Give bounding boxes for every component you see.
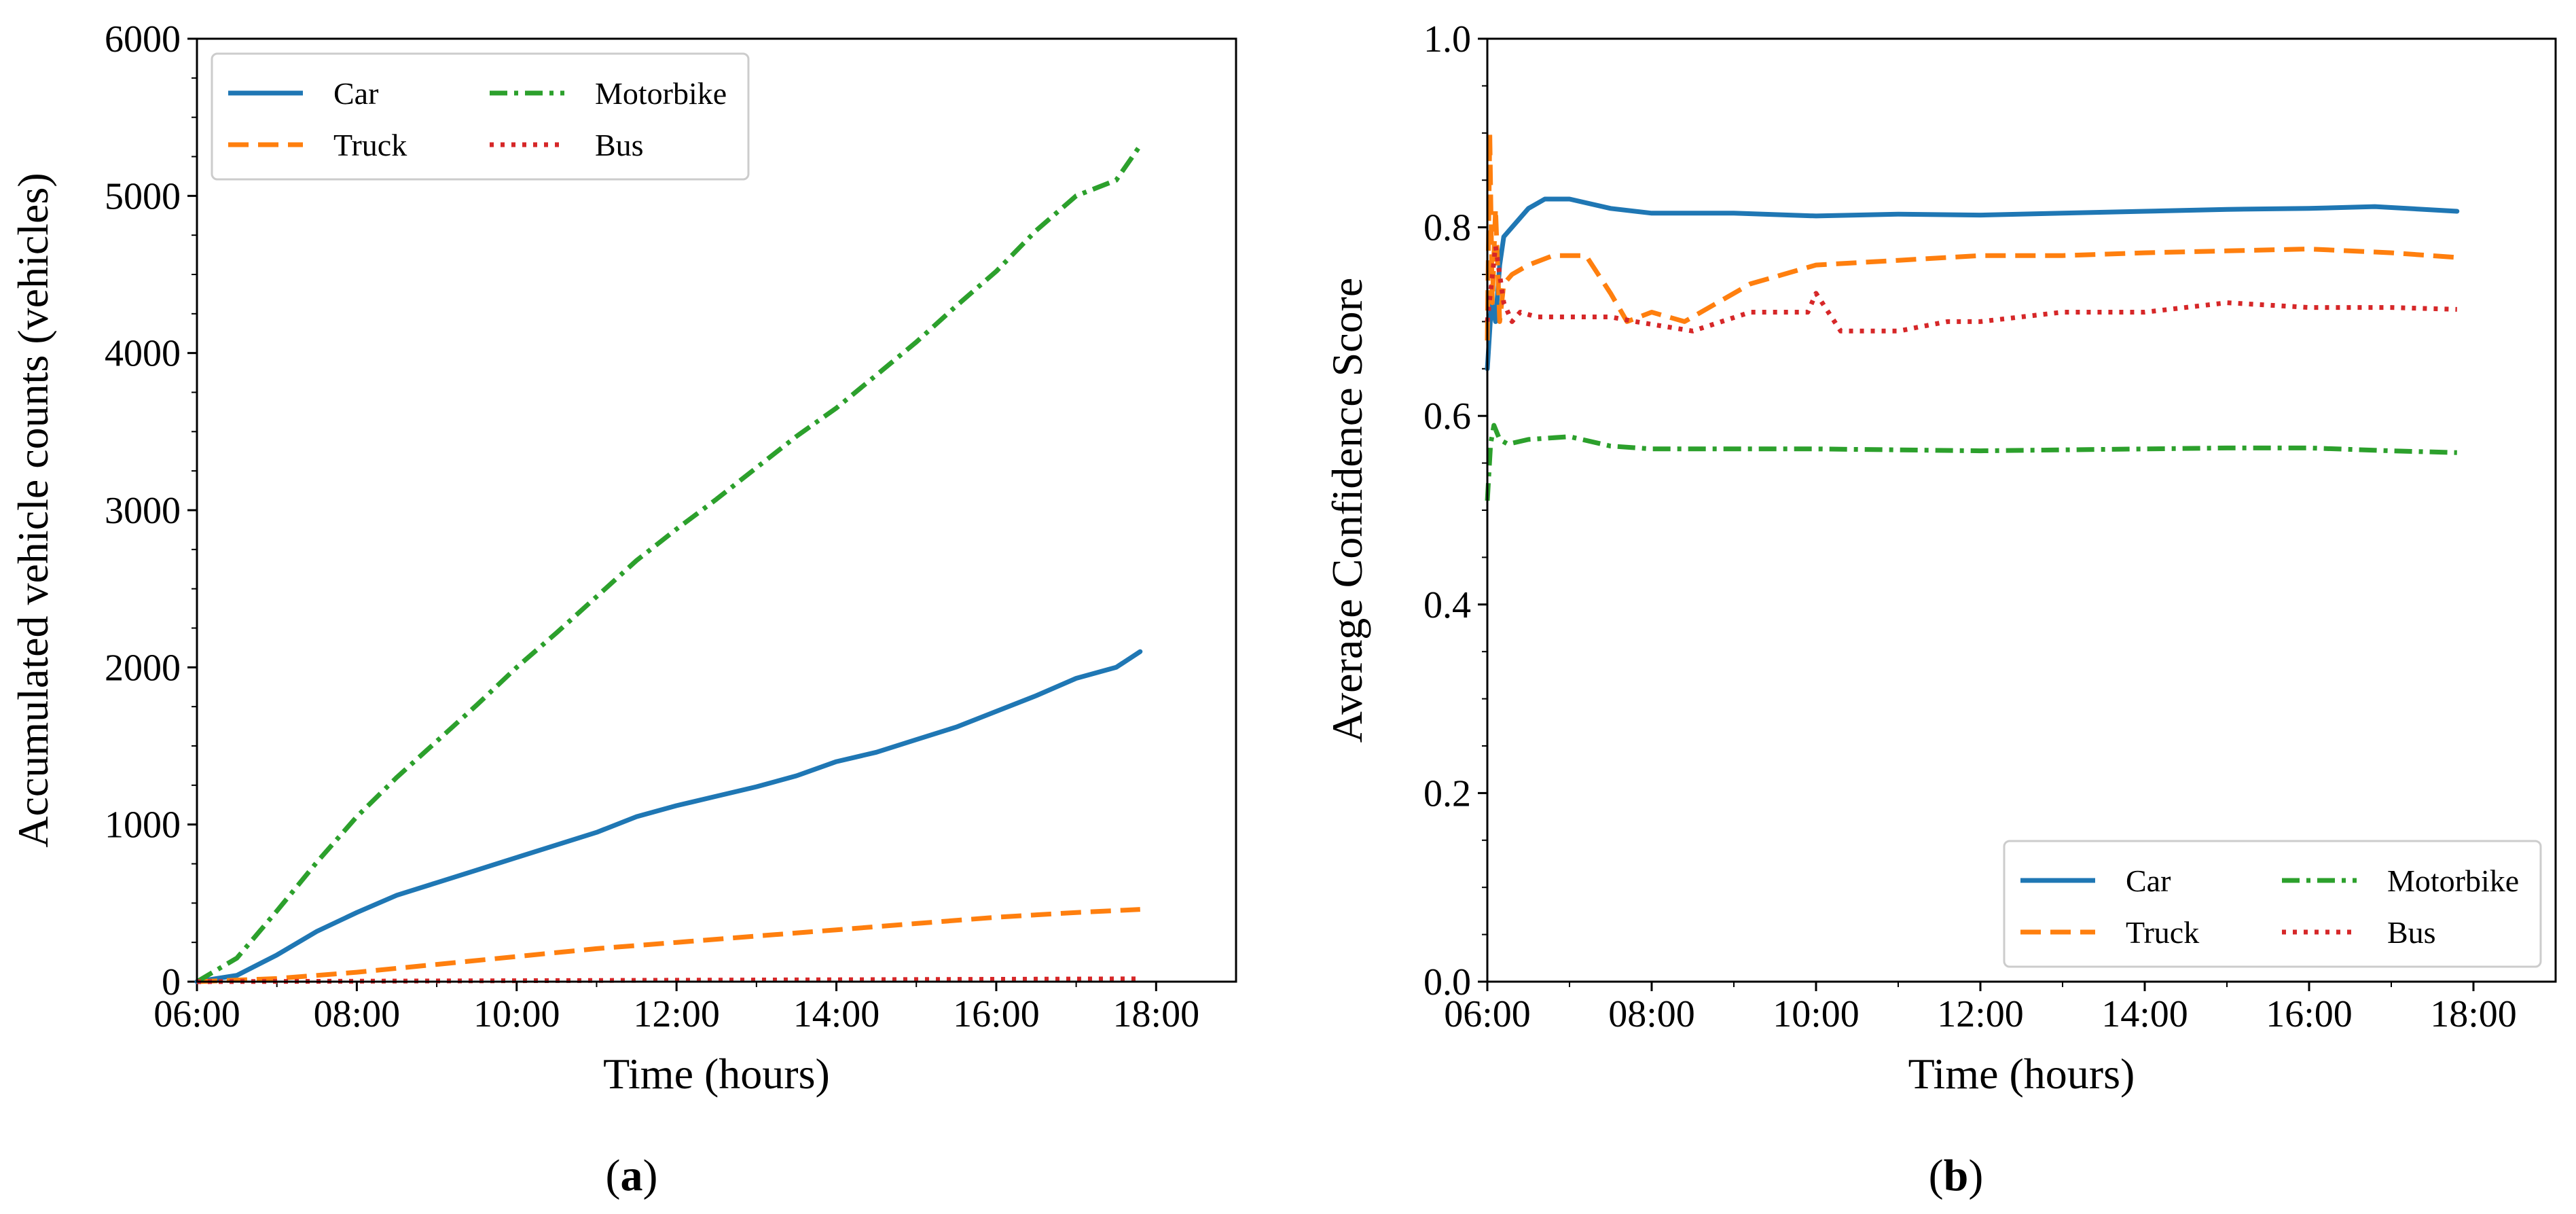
panel-b-legend-label-bus: Bus: [2387, 915, 2436, 950]
panel-a-y-tick-label: 4000: [105, 333, 181, 375]
panel-b-axes-frame: [1486, 37, 2557, 983]
panel-b-y-tick-label: 0.0: [1423, 961, 1471, 1003]
panel-a-y-tick-label: 0: [162, 961, 181, 1003]
panel-b-label: (b): [1929, 1151, 1984, 1200]
panel-b-y-tick-label: 0.4: [1423, 584, 1471, 626]
panel-b-x-tick-label: 14:00: [2101, 993, 2188, 1035]
panel-a-label: (a): [606, 1151, 658, 1200]
panel-a-legend-label-car: Car: [333, 76, 378, 111]
panel-b-y-tick-label: 1.0: [1423, 18, 1471, 60]
panel-b-legend-label-motorbike: Motorbike: [2387, 863, 2519, 898]
panel-b-x-tick-label: 12:00: [1937, 993, 2024, 1035]
panel-b-legend-label-truck: Truck: [2126, 915, 2199, 950]
panel-b-x-tick-label: 06:00: [1444, 993, 1531, 1035]
panel-b-series-motorbike-line: [1485, 423, 2457, 501]
panel-b-x-tick-label: 10:00: [1773, 993, 1860, 1035]
panel-b-x-tick-label: 08:00: [1608, 993, 1695, 1035]
panel-b-y-tick-label: 0.6: [1423, 395, 1471, 438]
panel-a-x-tick-label: 10:00: [473, 993, 560, 1035]
panel-a-x-tick-label: 06:00: [153, 993, 240, 1035]
panel-a-y-tick-label: 3000: [105, 490, 181, 532]
panel-b-series-car-line: [1485, 196, 2460, 372]
panel-a-series: [194, 144, 1143, 984]
panel-a-series-bus-line: [196, 976, 1140, 984]
panel-a-x-tick-label: 08:00: [314, 993, 401, 1035]
panel-b-x-axis-label: Time (hours): [1908, 1050, 2135, 1098]
panel-a-y-axis-label: Accumulated vehicle counts (vehicles): [9, 173, 57, 847]
panel-a-axes-frame: [196, 37, 1237, 983]
panel-b-legend-box: [2003, 840, 2542, 968]
panel-a-legend-label-truck: Truck: [333, 128, 407, 162]
panel-b-series-bus-line: [1485, 243, 2457, 334]
panel-a-y-tick-label: 2000: [105, 647, 181, 689]
panel-a-series-motorbike-line: [196, 144, 1142, 984]
panel-a-x-axis-label: Time (hours): [603, 1050, 830, 1098]
panel-a-ticks: 06:00 08:00 10:00 12:00 14:00 16:00 18:00 0 1000…: [105, 18, 1199, 1035]
panel-b-y-tick-label: 0.2: [1423, 772, 1471, 815]
panel-a-x-tick-label: 12:00: [633, 993, 720, 1035]
panel-b-y-tick-label: 0.8: [1423, 207, 1471, 249]
panel-a-x-tick-label: 14:00: [793, 993, 880, 1035]
panel-a: 06:00 08:00 10:00 12:00 14:00 16:00 18:00 0 1000…: [9, 18, 1237, 1200]
panel-a-series-car-line: [194, 649, 1143, 984]
panel-a-legend: Car Motorbike Truck Bus: [211, 52, 750, 181]
panel-a-x-tick-label: 16:00: [953, 993, 1040, 1035]
panel-b-x-tick-label: 16:00: [2266, 993, 2353, 1035]
panel-b-series-truck-line: [1485, 130, 2458, 341]
panel-b: 06:00 08:00 10:00 12:00 14:00 16:00 18:00 0.0 0.…: [1323, 18, 2557, 1200]
panel-a-series-truck-line: [196, 907, 1140, 984]
panel-b-y-axis-label: Average Confidence Score: [1323, 278, 1371, 743]
panel-b-legend-label-car: Car: [2126, 863, 2171, 898]
panel-a-legend-box: [211, 52, 750, 181]
panel-a-y-tick-label: 6000: [105, 18, 181, 60]
panel-a-y-tick-label: 1000: [105, 804, 181, 846]
panel-b-legend: Car Motorbike Truck Bus: [2003, 840, 2542, 968]
panel-b-x-tick-label: 18:00: [2430, 993, 2517, 1035]
panel-b-ticks: 06:00 08:00 10:00 12:00 14:00 16:00 18:00 0.0 0.…: [1423, 18, 2517, 1035]
panel-a-legend-label-motorbike: Motorbike: [595, 76, 727, 111]
panel-a-legend-label-bus: Bus: [595, 128, 644, 162]
panel-b-series: [1485, 130, 2460, 501]
panel-a-y-tick-label: 5000: [105, 175, 181, 217]
panel-a-x-tick-label: 18:00: [1113, 993, 1200, 1035]
